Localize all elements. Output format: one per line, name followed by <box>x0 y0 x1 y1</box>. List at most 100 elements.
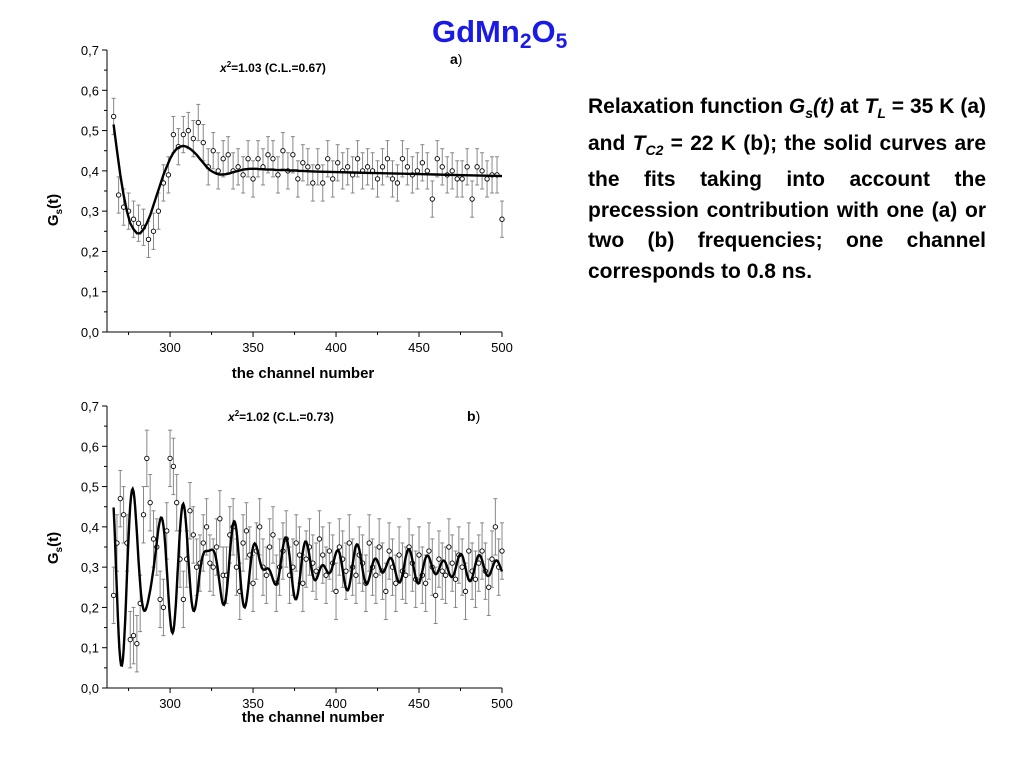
y-tick-label: 0,4 <box>81 520 99 535</box>
data-point <box>315 164 321 170</box>
data-point <box>144 455 150 462</box>
data-point <box>484 176 490 182</box>
y-tick-label: 0,4 <box>81 164 99 179</box>
y-axis-label: Gs(t) <box>45 194 65 226</box>
data-point <box>469 196 475 202</box>
data-point <box>446 544 452 550</box>
data-point <box>170 131 177 138</box>
x-tick-label: 450 <box>408 696 430 711</box>
data-point <box>240 172 246 178</box>
data-point <box>436 556 442 562</box>
data-point <box>290 152 296 158</box>
chart-panel-b: 0,0 0,1 0,2 0,3 0,4 0,5 0,6 0,7 300 350 400 450 500 t… <box>45 399 513 726</box>
y-tick-label: 0,2 <box>81 244 99 259</box>
data-point <box>280 148 286 154</box>
data-point <box>374 176 381 182</box>
data-point <box>275 172 281 178</box>
data-point <box>335 160 341 166</box>
x-tick-label: 400 <box>325 340 347 355</box>
data-point <box>454 176 460 182</box>
chart-panel-a: 0,0 0,1 0,2 0,3 0,4 0,5 0,6 0,7 300 350 400 450 500 t… <box>45 43 513 382</box>
data-point <box>293 540 299 546</box>
data-point <box>305 164 311 170</box>
x-tick-label: 350 <box>242 340 264 355</box>
x-tick-label: 500 <box>491 696 513 711</box>
data-point <box>235 164 241 170</box>
data-point <box>225 152 231 158</box>
data-point <box>190 532 196 538</box>
chi-square-annotation: x2=1.03 (C.L.=0.67) <box>219 60 326 75</box>
data-point <box>414 168 421 174</box>
data-point <box>185 127 191 134</box>
data-point <box>200 140 206 146</box>
y-tick-label: 0,5 <box>81 480 99 495</box>
data-point <box>300 580 306 586</box>
panel-label: b) <box>467 408 480 424</box>
data-point <box>180 131 186 138</box>
data-point <box>396 552 402 558</box>
y-tick-label: 0,3 <box>81 204 99 219</box>
data-point <box>434 156 440 162</box>
data-point <box>220 156 226 162</box>
fit-curve <box>112 124 503 235</box>
data-point <box>243 528 250 534</box>
x-tick-label: 300 <box>159 696 181 711</box>
data-point <box>115 192 122 198</box>
data-point <box>320 552 326 558</box>
data-point <box>190 135 196 142</box>
data-point <box>310 180 316 186</box>
data-point <box>207 560 213 566</box>
data-point <box>472 576 479 582</box>
data-point <box>240 540 246 546</box>
data-point <box>270 532 276 538</box>
y-tick-label: 0,0 <box>81 325 99 340</box>
data-point <box>424 168 430 174</box>
data-point <box>416 552 422 558</box>
data-point <box>462 588 469 594</box>
data-point <box>449 168 455 174</box>
data-point <box>117 496 123 502</box>
data-point <box>134 641 140 647</box>
data-point <box>364 164 371 170</box>
data-point <box>130 216 137 222</box>
y-tick-label: 0,6 <box>81 83 99 98</box>
data-point <box>217 516 223 522</box>
data-point <box>130 632 137 639</box>
data-point <box>479 168 485 174</box>
y-tick-label: 0,1 <box>81 641 99 656</box>
data-point <box>383 588 389 594</box>
data-point <box>353 572 359 578</box>
data-point <box>250 176 256 182</box>
data-point <box>459 176 465 182</box>
data-point <box>193 564 200 570</box>
data-point <box>346 540 352 546</box>
data-point <box>404 164 411 170</box>
data-point <box>233 564 240 570</box>
data-point <box>499 548 505 554</box>
data-point <box>323 572 329 578</box>
data-point <box>195 119 201 126</box>
x-tick-label: 300 <box>159 340 181 355</box>
data-point <box>150 536 157 542</box>
data-point <box>165 172 172 178</box>
data-point <box>187 508 193 514</box>
data-point <box>459 564 465 570</box>
y-tick-label: 0,5 <box>81 124 99 139</box>
data-point <box>270 156 276 162</box>
data-point <box>266 544 273 550</box>
data-point <box>303 556 309 562</box>
data-point <box>336 544 343 550</box>
data-point <box>155 208 162 214</box>
data-point <box>394 180 401 186</box>
data-point <box>489 556 495 562</box>
figure-caption: Relaxation function Gs(t) at TL = 35 K (… <box>588 95 986 283</box>
data-point <box>160 604 167 611</box>
x-tick-label: 400 <box>325 696 347 711</box>
data-point <box>492 524 499 530</box>
data-point <box>386 548 392 554</box>
data-point <box>376 544 382 550</box>
data-point <box>464 164 470 170</box>
data-point <box>245 156 251 162</box>
data-point <box>157 596 163 603</box>
